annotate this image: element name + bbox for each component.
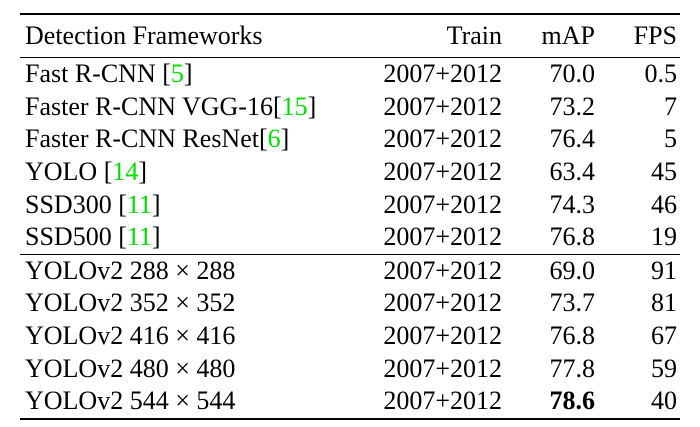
table-row: YOLOv2 544 × 544 2007+2012 78.6 40 (20, 384, 680, 420)
fps-cell: 0.5 (598, 56, 680, 91)
citation: 11 (126, 222, 152, 252)
framework-cell: YOLO [14] (20, 156, 345, 189)
bracket: ] (280, 124, 290, 154)
table-row: YOLOv2 416 × 416 2007+2012 76.8 67 (20, 320, 680, 353)
map-cell: 76.8 (549, 321, 596, 351)
train-cell: 2007+2012 (345, 384, 505, 420)
framework-name: YOLOv2 480 × 480 (25, 353, 236, 383)
train-cell: 2007+2012 (383, 189, 502, 219)
framework-name: YOLOv2 352 × 352 (25, 288, 236, 318)
map-cell: 69.0 (505, 253, 598, 288)
bracket: [ (258, 124, 268, 154)
framework-name: SSD500 (25, 222, 119, 252)
fps-cell: 40 (598, 384, 680, 420)
framework-name: YOLOv2 544 × 544 (25, 386, 236, 416)
results-table: Detection Frameworks Train mAP FPS Fast … (20, 13, 680, 420)
framework-cell: YOLOv2 352 × 352 (20, 287, 345, 320)
bracket: [ (272, 91, 282, 121)
framework-cell: Faster R-CNN VGG-16[15] (20, 91, 345, 124)
framework-cell: Faster R-CNN ResNet[6] (20, 123, 345, 156)
header-cell: mAP (505, 13, 598, 58)
table-row: Fast R-CNN [5] 2007+2012 70.0 0.5 (20, 56, 680, 91)
framework-cell: YOLOv2 480 × 480 (20, 352, 345, 385)
citation: 6 (267, 124, 281, 154)
train-cell: 2007+2012 (383, 321, 502, 351)
bracket: ] (138, 157, 148, 187)
map-cell: 76.8 (549, 222, 596, 252)
train-cell: 2007+2012 (383, 288, 502, 318)
bracket: [ (118, 189, 127, 219)
framework-name: YOLOv2 288 × 288 (25, 255, 236, 285)
train-cell: 2007+2012 (345, 56, 505, 91)
citation: 14 (112, 157, 139, 187)
framework-name: YOLOv2 416 × 416 (25, 321, 236, 351)
map-cell: 76.4 (549, 124, 596, 154)
table-body: Fast R-CNN [5] 2007+2012 70.0 0.5 Faster R-C… (20, 56, 680, 420)
fps-cell: 45 (651, 157, 677, 187)
citation: 11 (126, 189, 152, 219)
map-cell: 73.7 (549, 288, 596, 318)
framework-name: Faster R-CNN ResNet (25, 124, 259, 154)
table-row: SSD500 [11] 2007+2012 76.8 19 (20, 221, 680, 254)
citation: 5 (170, 59, 184, 89)
framework-cell: Fast R-CNN [5] (20, 56, 345, 91)
train-cell: 2007+2012 (345, 253, 505, 288)
train-cell: 2007+2012 (383, 124, 502, 154)
fps-cell: 91 (598, 253, 680, 288)
bracket: [ (118, 222, 127, 252)
map-cell: 63.4 (549, 157, 596, 187)
train-cell: 2007+2012 (383, 157, 502, 187)
table-row: YOLOv2 352 × 352 2007+2012 73.7 81 (20, 287, 680, 320)
map-cell: 73.2 (549, 91, 596, 121)
framework-cell: YOLOv2 288 × 288 (20, 253, 345, 288)
table-row: Faster R-CNN VGG-16[15] 2007+2012 73.2 7 (20, 91, 680, 124)
bracket: [ (162, 59, 171, 89)
map-cell: 74.3 (549, 189, 596, 219)
bracket: [ (103, 157, 113, 187)
train-cell: 2007+2012 (383, 353, 502, 383)
map-cell: 70.0 (505, 56, 598, 91)
framework-cell: YOLOv2 416 × 416 (20, 320, 345, 353)
table-row: YOLOv2 480 × 480 2007+2012 77.8 59 (20, 352, 680, 385)
table-row: Faster R-CNN ResNet[6] 2007+2012 76.4 5 (20, 123, 680, 156)
header-cell: FPS (598, 13, 680, 58)
train-cell: 2007+2012 (383, 222, 502, 252)
bracket: ] (151, 189, 161, 219)
framework-cell: SSD300 [11] (20, 188, 345, 221)
fps-cell: 19 (651, 222, 677, 252)
bracket: ] (151, 222, 161, 252)
fps-cell: 5 (664, 124, 677, 154)
framework-name: Fast R-CNN (25, 59, 163, 89)
table-row: SSD300 [11] 2007+2012 74.3 46 (20, 188, 680, 221)
fps-cell: 59 (651, 353, 677, 383)
fps-cell: 46 (651, 189, 677, 219)
framework-name: Faster R-CNN VGG-16 (25, 91, 273, 121)
framework-name: YOLO (25, 157, 104, 187)
framework-cell: YOLOv2 544 × 544 (20, 384, 345, 420)
table-row: YOLO [14] 2007+2012 63.4 45 (20, 156, 680, 189)
header-cell: Detection Frameworks (20, 13, 345, 58)
table-header: Detection Frameworks Train mAP FPS (20, 13, 680, 58)
citation: 15 (281, 91, 308, 121)
framework-name: SSD300 (25, 189, 119, 219)
bracket: ] (183, 59, 193, 89)
fps-cell: 67 (651, 321, 677, 351)
table-row: YOLOv2 288 × 288 2007+2012 69.0 91 (20, 253, 680, 288)
map-cell: 78.6 (505, 384, 598, 420)
fps-cell: 7 (664, 91, 677, 121)
fps-cell: 81 (651, 288, 677, 318)
header-row: Detection Frameworks Train mAP FPS (20, 13, 680, 58)
train-cell: 2007+2012 (383, 91, 502, 121)
map-cell: 77.8 (549, 353, 596, 383)
framework-cell: SSD500 [11] (20, 221, 345, 254)
header-cell: Train (345, 13, 505, 58)
bracket: ] (307, 91, 317, 121)
